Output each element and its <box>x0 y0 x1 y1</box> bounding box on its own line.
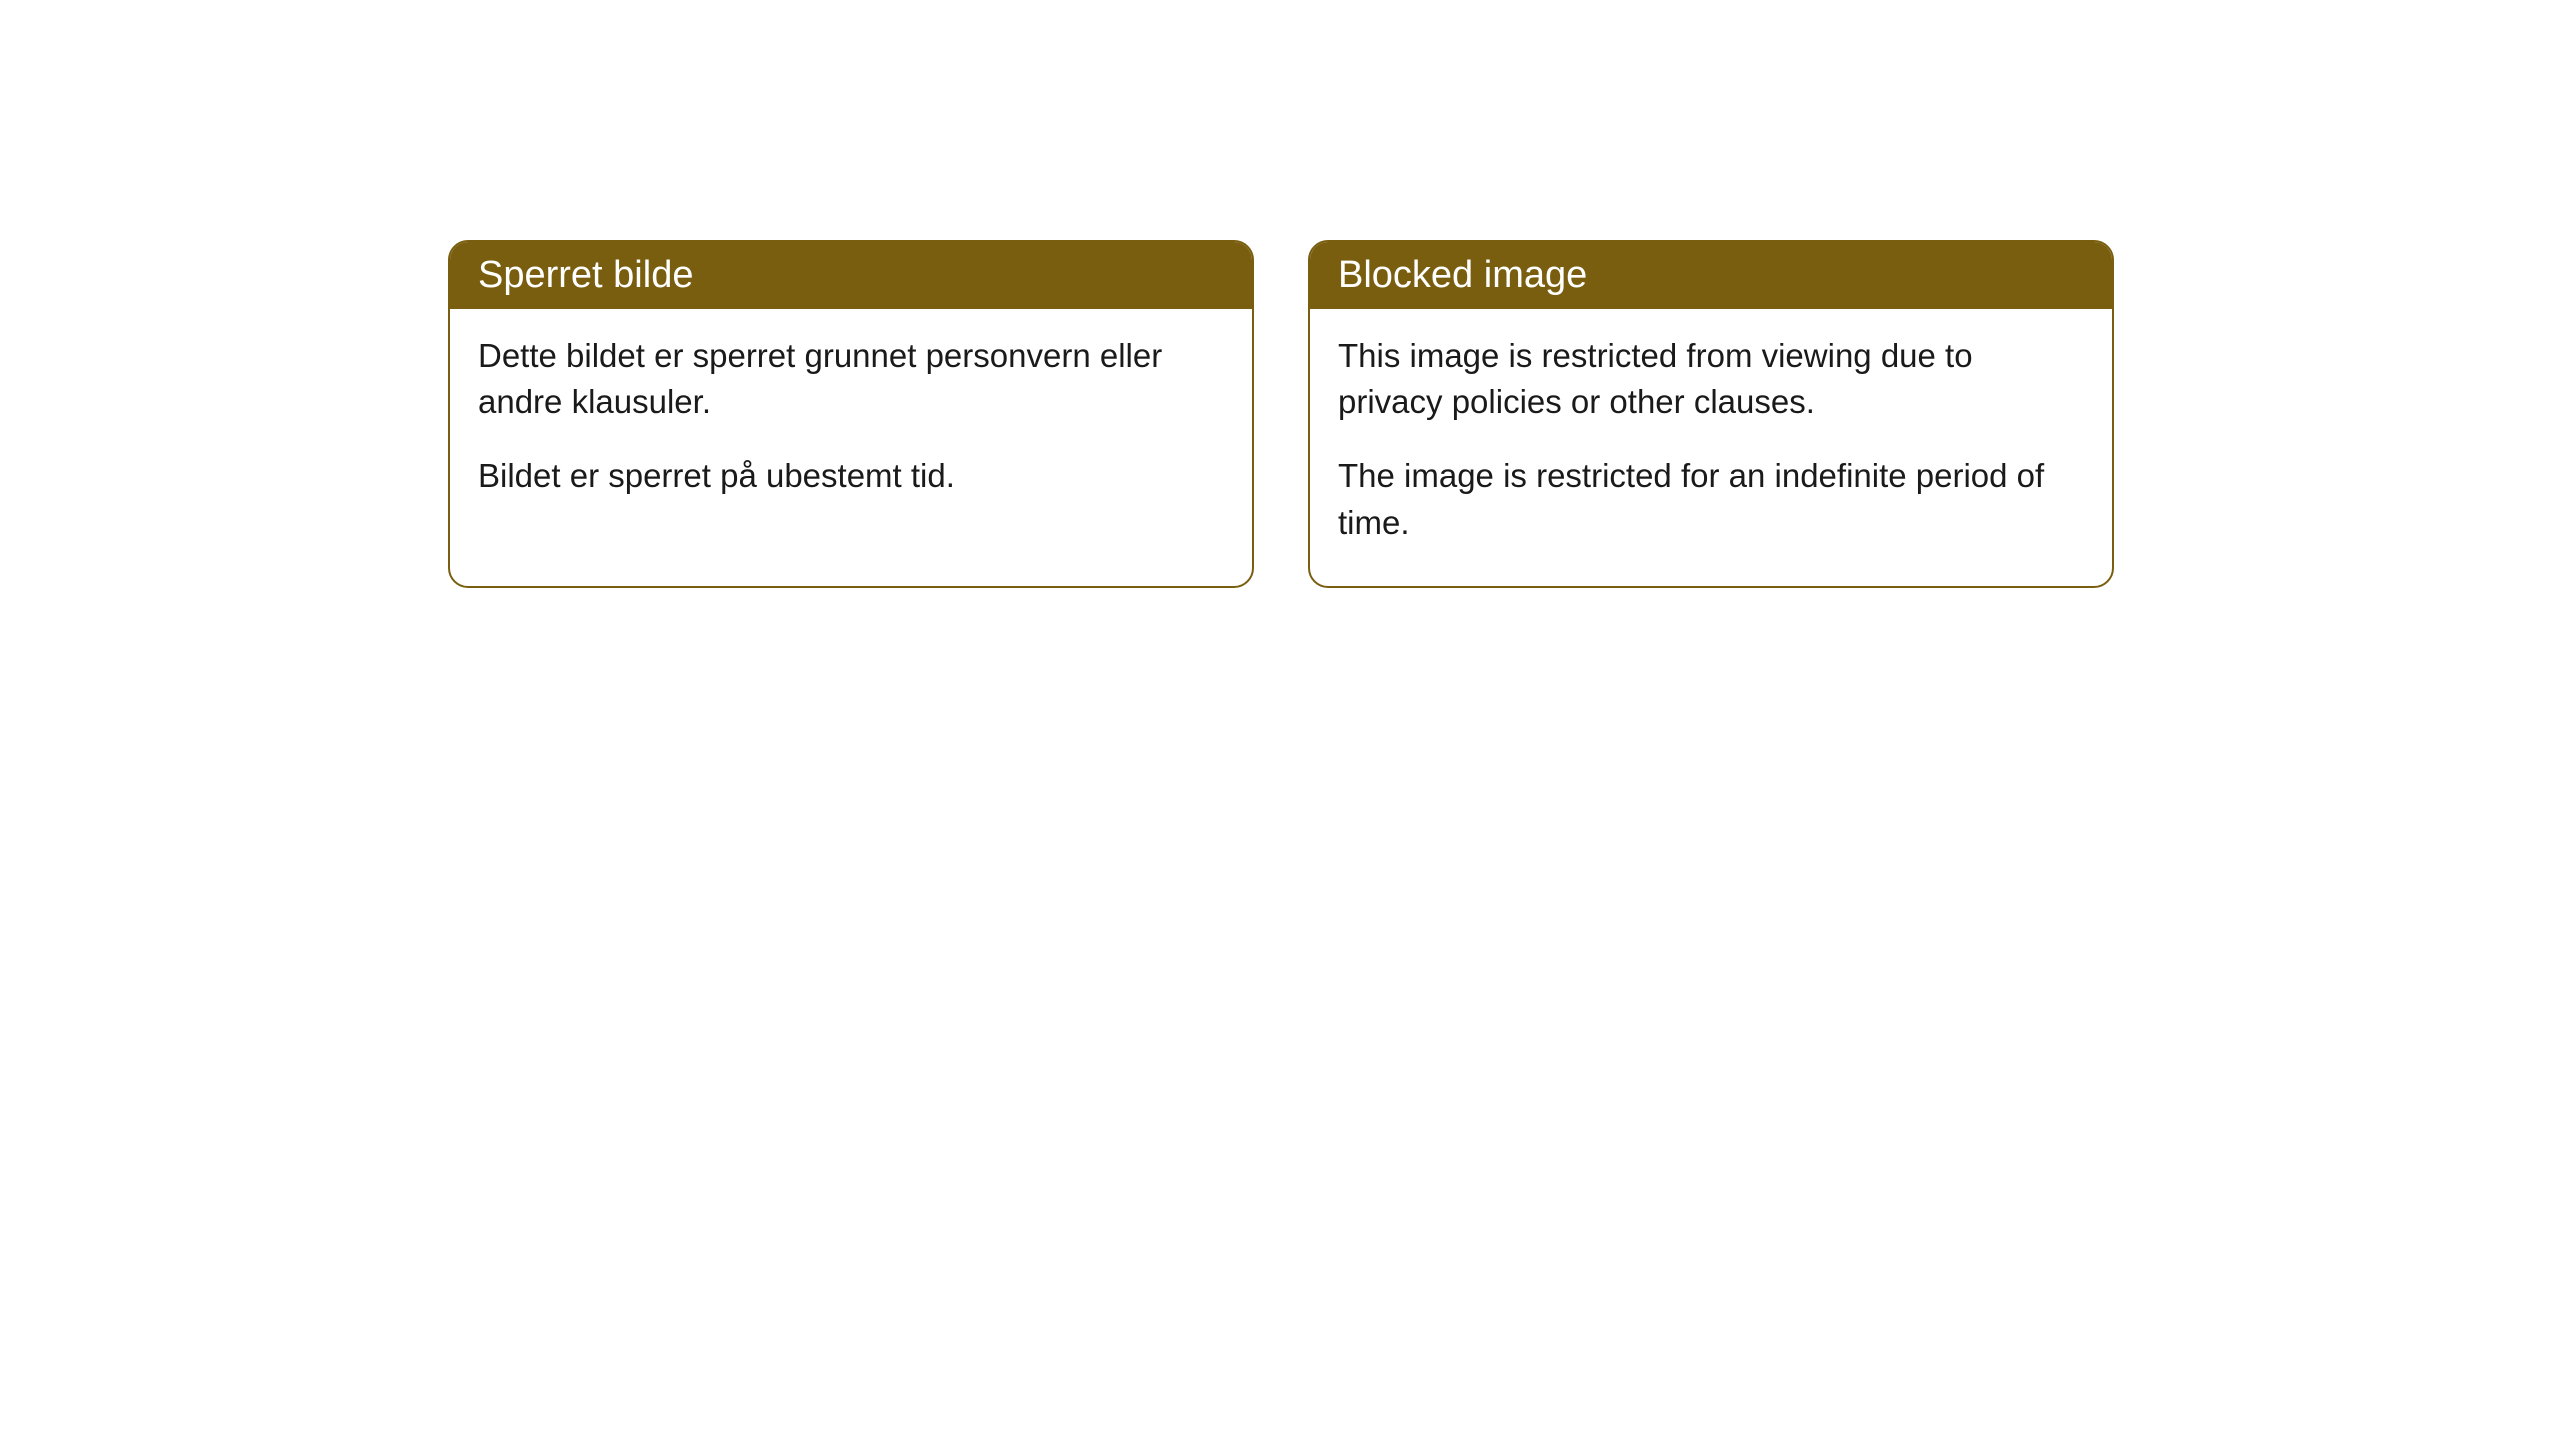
card-text-norwegian-1: Dette bildet er sperret grunnet personve… <box>478 333 1224 425</box>
blocked-image-card-english: Blocked image This image is restricted f… <box>1308 240 2114 588</box>
card-text-norwegian-2: Bildet er sperret på ubestemt tid. <box>478 453 1224 499</box>
card-body-english: This image is restricted from viewing du… <box>1310 309 2112 586</box>
card-header-english: Blocked image <box>1310 242 2112 309</box>
card-header-norwegian: Sperret bilde <box>450 242 1252 309</box>
blocked-image-card-norwegian: Sperret bilde Dette bildet er sperret gr… <box>448 240 1254 588</box>
card-body-norwegian: Dette bildet er sperret grunnet personve… <box>450 309 1252 540</box>
cards-container: Sperret bilde Dette bildet er sperret gr… <box>448 240 2114 588</box>
card-text-english-1: This image is restricted from viewing du… <box>1338 333 2084 425</box>
card-text-english-2: The image is restricted for an indefinit… <box>1338 453 2084 545</box>
